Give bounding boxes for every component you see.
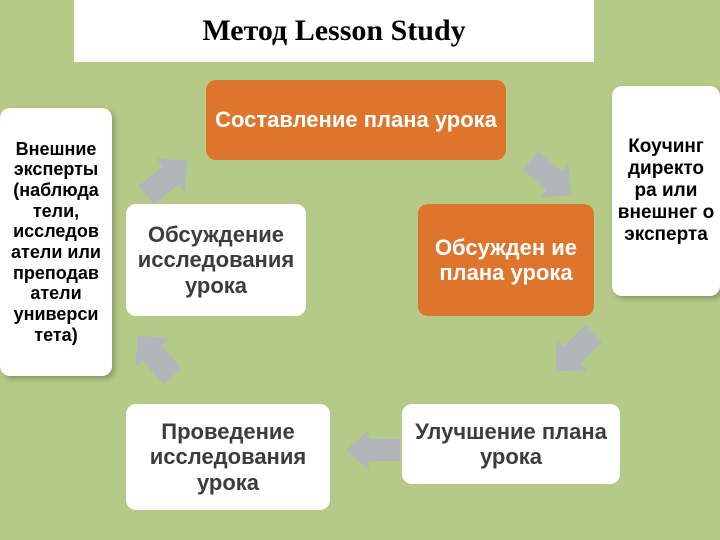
page-title-text: Метод Lesson Study (202, 14, 465, 48)
cycle-node-label: Улучшение плана урока (408, 419, 614, 470)
cycle-node-plan: Составление плана урока (206, 80, 506, 160)
cycle-node-label: Обсужден ие плана урока (424, 235, 588, 286)
side-note-right: Коучинг директо ра или внешнег о эксперт… (612, 86, 720, 296)
side-note-left: Внешние эксперты (наблюда тели, исследов… (0, 108, 112, 376)
side-note-right-text: Коучинг директо ра или внешнег о эксперт… (616, 136, 716, 245)
cycle-node-discuss_plan: Обсужден ие плана урока (418, 204, 594, 316)
cycle-node-label: Составление плана урока (215, 107, 497, 132)
cycle-arrow-2 (346, 430, 400, 470)
cycle-node-label: Проведение исследования урока (132, 419, 324, 495)
side-note-left-text: Внешние эксперты (наблюда тели, исследов… (4, 139, 108, 346)
cycle-node-improve: Улучшение плана урока (402, 404, 620, 484)
cycle-node-conduct: Проведение исследования урока (126, 404, 330, 510)
cycle-node-label: Обсуждение исследования урока (132, 222, 300, 298)
page-title: Метод Lesson Study (74, 0, 594, 62)
cycle-node-discuss_research: Обсуждение исследования урока (126, 204, 306, 316)
